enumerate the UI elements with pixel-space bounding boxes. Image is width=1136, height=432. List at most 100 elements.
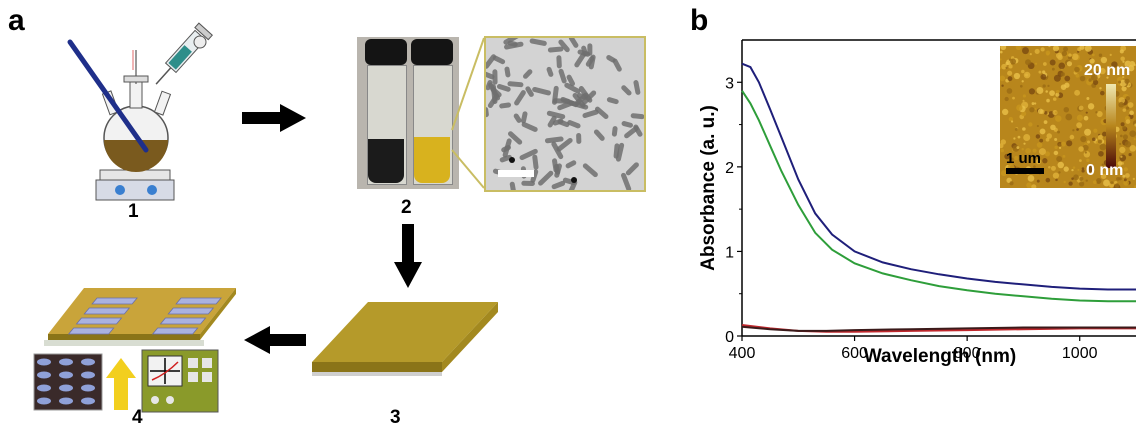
nanorod: [554, 163, 561, 175]
afm-grain: [1110, 181, 1114, 185]
nanorod: [615, 142, 625, 162]
nanorod: [582, 163, 598, 178]
afm-grain: [1001, 108, 1009, 116]
y-tick-label: 1: [725, 244, 734, 261]
nanorod: [625, 162, 639, 176]
electrode-pad: [67, 327, 115, 335]
afm-grain: [1099, 87, 1102, 90]
afm-grain: [1084, 151, 1087, 154]
nanorod: [538, 170, 554, 186]
afm-grain: [1078, 181, 1085, 187]
afm-grain: [1084, 46, 1092, 52]
afm-grain: [1071, 177, 1074, 180]
afm-grain: [1000, 139, 1007, 145]
series-line-2: [741, 90, 1136, 303]
nanorod: [556, 137, 573, 152]
afm-grain: [1016, 146, 1020, 150]
chart-series: [741, 62, 1136, 333]
afm-grain: [1045, 90, 1048, 93]
x-tick-label: 1000: [1062, 345, 1098, 362]
nanorod: [565, 160, 577, 169]
afm-grain: [1004, 153, 1011, 160]
afm-grain: [1118, 97, 1126, 104]
afm-grain: [1000, 75, 1006, 82]
afm-grain: [1073, 174, 1079, 181]
afm-grain: [1126, 106, 1130, 110]
nanorod: [507, 131, 523, 145]
afm-grain: [1046, 98, 1050, 103]
afm-grain: [1096, 110, 1103, 118]
afm-inset: 20 nm 0 nm 1 um: [1000, 46, 1136, 188]
afm-grain: [1076, 128, 1079, 131]
afm-grain: [1089, 58, 1095, 64]
hot-plate-knob-right: [147, 185, 157, 195]
afm-grain: [1060, 141, 1066, 147]
afm-grain: [1025, 148, 1031, 154]
afm-grain: [1035, 158, 1042, 165]
afm-grain: [1095, 111, 1098, 114]
afm-grain: [1087, 140, 1091, 144]
afm-grain: [1038, 148, 1046, 156]
afm-grain: [1124, 141, 1132, 148]
nanorod: [621, 85, 632, 96]
afm-grain: [1014, 127, 1018, 131]
afm-grain: [1016, 104, 1023, 111]
step-label-1: 1: [128, 201, 139, 222]
afm-grain: [1091, 53, 1095, 57]
afm-grain: [1053, 74, 1061, 82]
afm-grain: [1052, 46, 1060, 52]
afm-grain: [1000, 50, 1003, 54]
afm-grain: [1119, 146, 1126, 154]
afm-grain: [1034, 48, 1040, 54]
nanorod: [564, 82, 581, 94]
nanorod: [552, 85, 559, 105]
step-label-2: 2: [401, 197, 412, 218]
afm-grain: [1123, 180, 1129, 186]
afm-grain: [1058, 146, 1062, 150]
electrode-pad: [91, 297, 138, 305]
afm-grain: [1050, 165, 1056, 171]
afm-min-label: 0 nm: [1086, 162, 1124, 179]
y-axis-label: Absorbance (a. u.): [698, 105, 719, 271]
afm-colorbar: [1106, 84, 1116, 168]
afm-grain: [1049, 90, 1055, 96]
afm-grain: [1074, 89, 1081, 96]
afm-grain: [1102, 131, 1107, 137]
afm-grain: [1127, 102, 1134, 108]
afm-grain: [1119, 142, 1122, 145]
afm-grain: [1039, 138, 1044, 143]
arrow-up-yellow: [106, 358, 136, 410]
afm-grain: [1120, 155, 1123, 158]
nanorod: [492, 55, 506, 65]
electrode-pad: [151, 327, 199, 335]
afm-grain: [1085, 179, 1088, 182]
afm-grain: [1045, 177, 1051, 183]
electrode-pads: [67, 297, 222, 335]
afm-grain: [1063, 166, 1069, 172]
afm-grain: [1057, 54, 1063, 61]
afm-grain: [1132, 177, 1135, 181]
electrode-pad: [75, 317, 123, 325]
afm-grain: [1129, 145, 1136, 152]
afm-grain: [1034, 107, 1037, 111]
afm-grain: [1078, 159, 1082, 163]
nanorod: [567, 120, 581, 129]
photo-pad: [37, 371, 51, 379]
step-label-4: 4: [132, 407, 143, 428]
afm-grain: [1007, 70, 1013, 76]
x-tick-label: 600: [841, 345, 868, 362]
afm-grain: [1057, 130, 1061, 134]
afm-grain: [1044, 151, 1051, 157]
nanorod: [574, 52, 586, 68]
afm-grain: [1034, 62, 1038, 65]
afm-grain: [1054, 145, 1058, 150]
afm-grain: [1106, 76, 1109, 79]
afm-grain: [1125, 96, 1130, 101]
nanorod: [486, 71, 495, 80]
photo-pad: [59, 358, 73, 366]
afm-grain: [1118, 101, 1125, 108]
afm-grain: [1028, 88, 1036, 95]
afm-grain: [1098, 53, 1103, 57]
nanorod: [525, 86, 534, 97]
